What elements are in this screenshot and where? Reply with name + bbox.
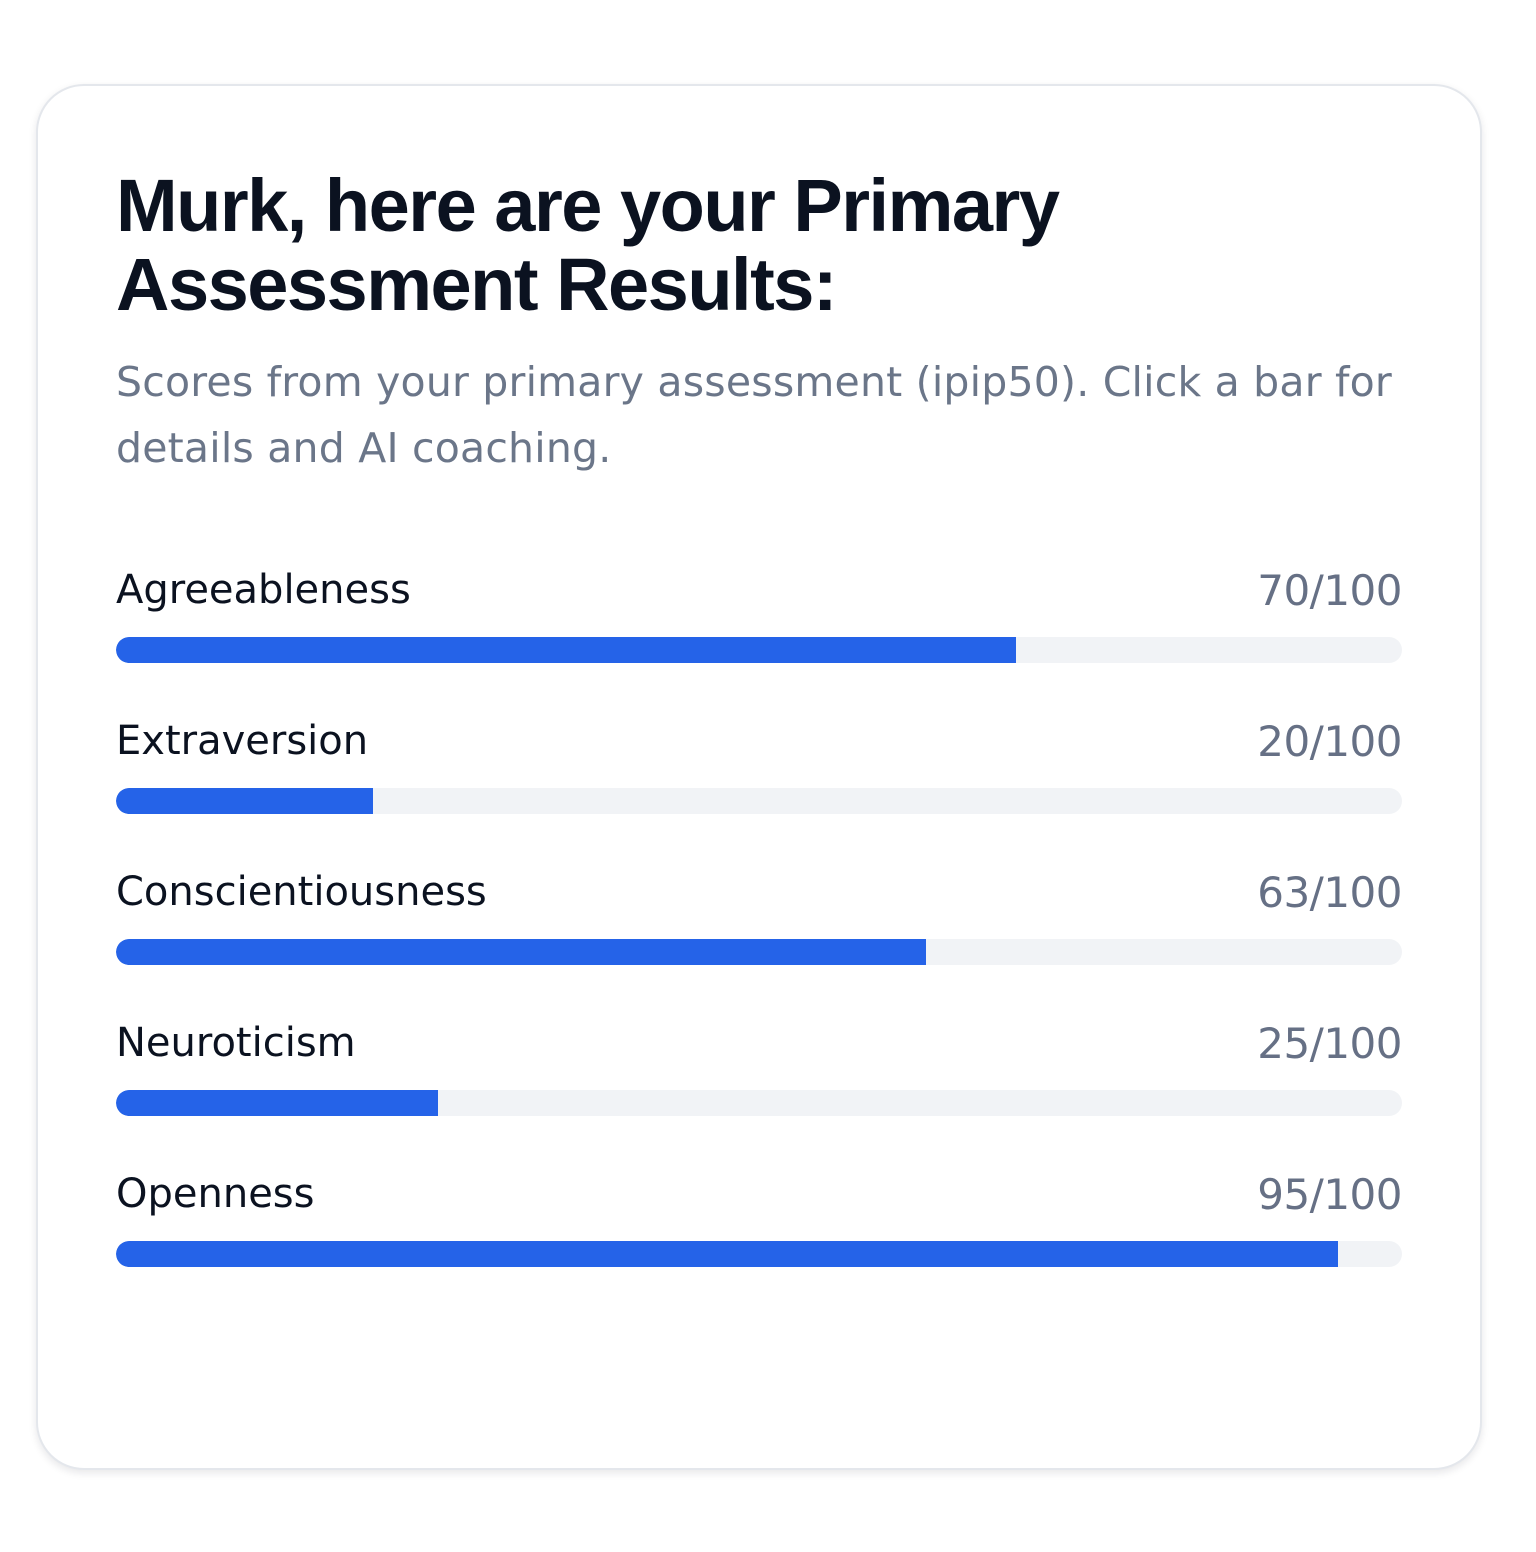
score-value: 63/100 (1257, 867, 1402, 917)
score-row-header: Conscientiousness 63/100 (116, 867, 1402, 917)
score-bar-track[interactable] (116, 1090, 1402, 1116)
score-bar-track[interactable] (116, 1241, 1402, 1267)
score-row-extraversion[interactable]: Extraversion 20/100 (116, 716, 1402, 867)
score-row-header: Agreeableness 70/100 (116, 565, 1402, 615)
score-row-header: Openness 95/100 (116, 1169, 1402, 1219)
results-content: Murk, here are your Primary Assessment R… (116, 166, 1402, 1320)
score-bar-fill (116, 1090, 438, 1116)
score-row-agreeableness[interactable]: Agreeableness 70/100 (116, 565, 1402, 716)
score-bar-fill (116, 939, 927, 965)
score-bar-track[interactable] (116, 939, 1402, 965)
score-bar-fill (116, 1241, 1338, 1267)
score-row-openness[interactable]: Openness 95/100 (116, 1169, 1402, 1320)
score-label: Extraversion (116, 718, 369, 764)
score-value: 95/100 (1257, 1169, 1402, 1219)
score-bar-track[interactable] (116, 637, 1402, 663)
score-row-header: Neuroticism 25/100 (116, 1018, 1402, 1068)
score-value: 25/100 (1257, 1018, 1402, 1068)
score-bar-list: Agreeableness 70/100 Extraversion 20/100 (116, 565, 1402, 1320)
score-label: Neuroticism (116, 1020, 356, 1066)
score-value: 20/100 (1257, 716, 1402, 766)
score-bar-fill (116, 788, 374, 814)
score-label: Openness (116, 1171, 315, 1217)
score-row-header: Extraversion 20/100 (116, 716, 1402, 766)
score-label: Agreeableness (116, 567, 411, 613)
score-row-neuroticism[interactable]: Neuroticism 25/100 (116, 1018, 1402, 1169)
page-title: Murk, here are your Primary Assessment R… (116, 164, 1060, 326)
score-label: Conscientiousness (116, 869, 487, 915)
score-bar-track[interactable] (116, 788, 1402, 814)
score-value: 70/100 (1257, 565, 1402, 615)
score-row-conscientiousness[interactable]: Conscientiousness 63/100 (116, 867, 1402, 1018)
score-bar-fill (116, 637, 1017, 663)
results-card: Murk, here are your Primary Assessment R… (36, 84, 1482, 1470)
page-subtitle: Scores from your primary assessment (ipi… (116, 358, 1392, 472)
